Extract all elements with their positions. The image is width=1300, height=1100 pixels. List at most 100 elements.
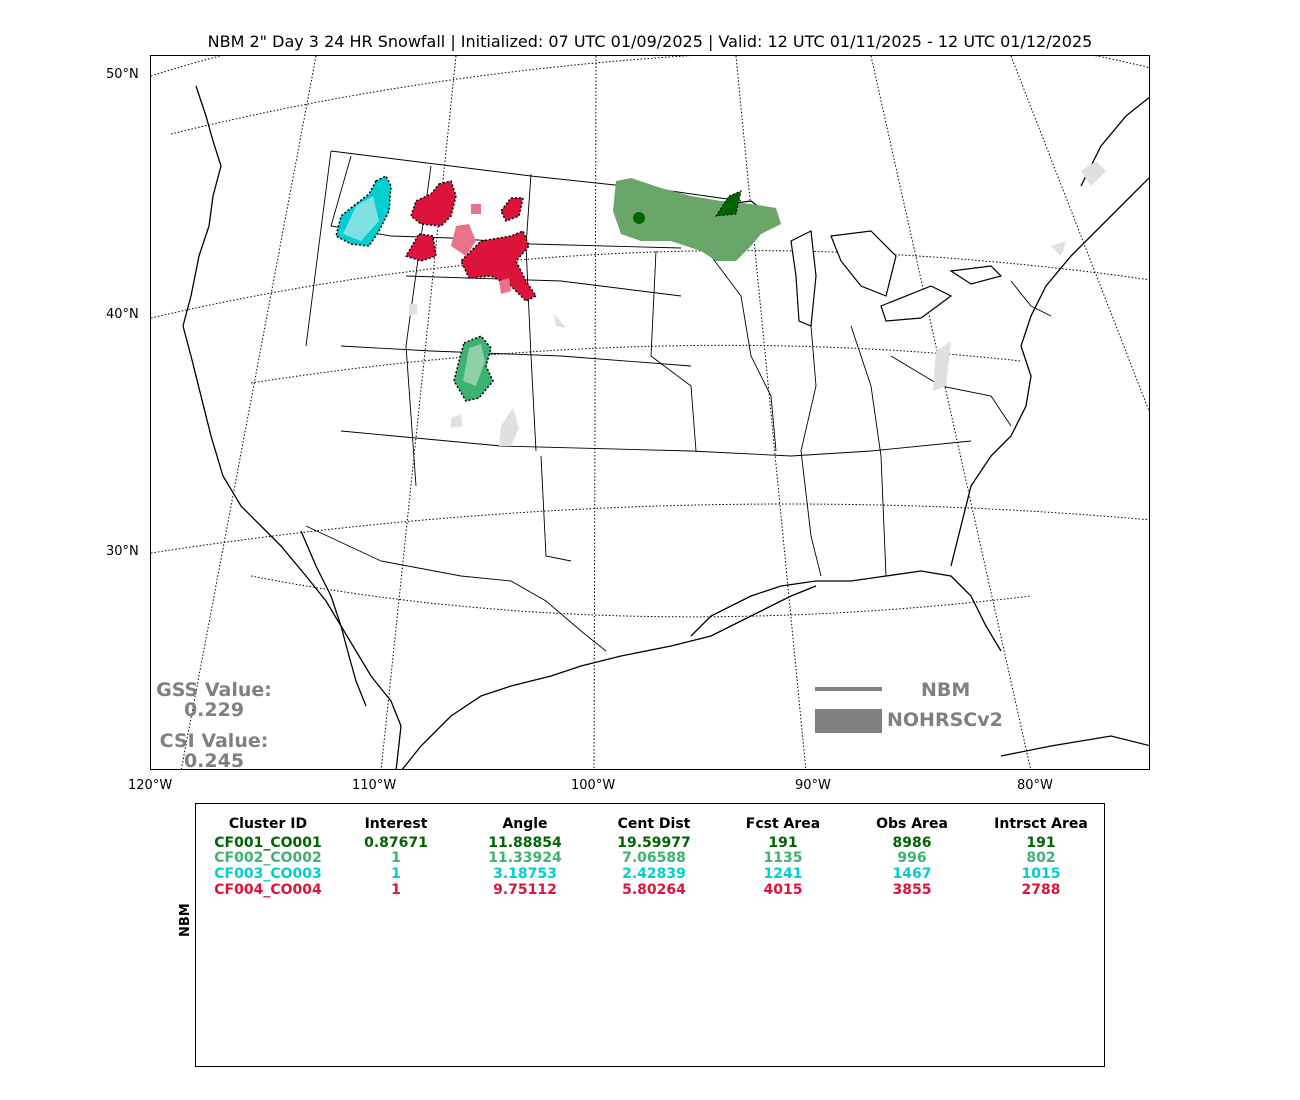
- state-line-h: [525, 173, 537, 452]
- csi-value: 0.245: [183, 750, 245, 772]
- header-interest: Interest: [364, 816, 428, 832]
- parallel-45: [170, 56, 1101, 135]
- table-cell: 2.42839: [622, 866, 686, 882]
- cluster-cf004-forecast-d: [404, 233, 437, 262]
- state-line-o: [540, 455, 572, 562]
- table-cell: 1: [391, 882, 401, 898]
- lon-label-110: 110°W: [352, 778, 397, 793]
- table-cell: 1: [391, 866, 401, 882]
- header-obs-area: Obs Area: [876, 816, 948, 832]
- parallel-50: [151, 56, 1149, 77]
- lon-label-90: 90°W: [795, 778, 831, 793]
- coastlines: [182, 85, 1149, 769]
- state-line-k: [800, 325, 822, 577]
- mexico-border: [305, 525, 607, 652]
- table-cell: 5.80264: [622, 882, 686, 898]
- baja-peninsula: [300, 530, 367, 707]
- gss-label: GSS Value:: [156, 679, 272, 701]
- obs-area-utah: [451, 414, 463, 428]
- legend-line-label: NBM: [921, 679, 971, 701]
- obs-area-idaho: [409, 304, 417, 316]
- lake-huron: [830, 230, 897, 297]
- cluster-cf004-forecast-c: [460, 230, 538, 302]
- state-line-d: [405, 275, 682, 297]
- table-cell: 1: [391, 850, 401, 866]
- meridian-115: [180, 56, 317, 769]
- table-cell: 191: [1026, 835, 1056, 851]
- table-cell: CF003_CO003: [214, 866, 322, 882]
- state-line-g: [405, 165, 432, 487]
- map-canvas: [151, 56, 1149, 769]
- lon-label-80: 80°W: [1017, 778, 1053, 793]
- mexico-gulf-coast: [401, 585, 817, 769]
- state-line-j: [710, 255, 777, 452]
- map-panel: [150, 55, 1150, 770]
- cluster-cf003-observed: [343, 196, 379, 241]
- cluster-cf004-observed-a: [451, 224, 476, 256]
- table-cell: 11.88854: [488, 835, 562, 851]
- borders: [305, 150, 1052, 652]
- cluster-cf002-observed: [463, 344, 485, 386]
- table-cell: 3.18753: [493, 866, 557, 882]
- header-fcst-area: Fcst Area: [745, 816, 821, 832]
- lat-label-50: 50°N: [106, 67, 139, 82]
- state-line-n: [1010, 280, 1052, 317]
- gss-value: 0.229: [183, 699, 245, 721]
- table-cell: 9.75112: [493, 882, 557, 898]
- map-title: NBM 2" Day 3 24 HR Snowfall | Initialize…: [207, 32, 1093, 51]
- stats-table: [195, 803, 1105, 1067]
- parallel-30: [151, 503, 1149, 554]
- table-cell: 996: [897, 850, 927, 866]
- table-cell: CF001_CO001: [214, 835, 322, 851]
- obs-area-ny: [1051, 241, 1066, 256]
- canada-border: [330, 150, 742, 202]
- table-cell: 4015: [763, 882, 803, 898]
- meridian-105: [380, 56, 457, 769]
- parallel-25: [250, 575, 1032, 618]
- cluster-cf004-forecast-a: [410, 180, 457, 227]
- lake-michigan: [790, 230, 817, 327]
- obs-area-kansas: [554, 314, 566, 328]
- observed-gray-areas: [409, 161, 1106, 446]
- west-coast: [182, 85, 402, 769]
- parallel-35: [250, 344, 1022, 384]
- east-coast: [950, 177, 1149, 567]
- table-cell: 19.59977: [617, 835, 691, 851]
- lat-label-40: 40°N: [106, 307, 139, 322]
- header-cluster-id: Cluster ID: [228, 816, 308, 832]
- cluster-cf001-dot: [633, 212, 645, 224]
- cluster-cf002: [453, 335, 494, 402]
- table-cell: 11.33924: [488, 850, 562, 866]
- table-cell: 191: [768, 835, 798, 851]
- table-cell: 0.87671: [364, 835, 428, 851]
- table-cell: 1015: [1021, 866, 1061, 882]
- table-side-label: NBM: [178, 903, 193, 937]
- parallel-40: [151, 250, 1149, 319]
- cluster-cf001-forecast: [715, 190, 742, 217]
- table-cell: 2788: [1021, 882, 1061, 898]
- lake-ontario: [949, 265, 1003, 285]
- cuba-coast: [1000, 735, 1149, 757]
- graticule: [151, 56, 1149, 769]
- cluster-cf004-observed-c: [471, 204, 481, 214]
- cluster-cf001-observed: [613, 178, 781, 261]
- header-intrsct-area: Intrsct Area: [994, 816, 1088, 832]
- table-cell: 1135: [763, 850, 803, 866]
- state-line-l: [850, 325, 887, 577]
- meridian-75: [1010, 56, 1149, 413]
- gulf-coast: [690, 570, 1002, 652]
- state-line-c: [450, 237, 682, 249]
- meridian-85: [870, 56, 1032, 769]
- lat-label-30: 30°N: [106, 544, 139, 559]
- cluster-cf004: [404, 180, 538, 302]
- table-cell: 7.06588: [622, 850, 686, 866]
- table-cell: 1467: [892, 866, 932, 882]
- table-cell: CF004_CO004: [214, 882, 322, 898]
- legend-fill-swatch: [815, 709, 882, 733]
- cluster-cf004-observed-b: [499, 278, 511, 294]
- obs-area-nm: [499, 408, 519, 446]
- csi-label: CSI Value:: [159, 730, 269, 752]
- lake-erie: [880, 285, 953, 322]
- cluster-cf003: [335, 174, 392, 247]
- lon-label-120: 120°W: [128, 778, 173, 793]
